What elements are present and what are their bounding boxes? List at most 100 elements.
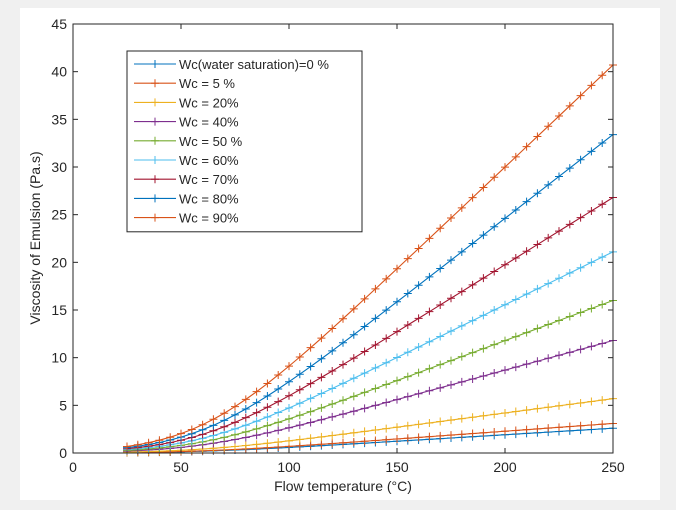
legend-item: Wc = 90% [134,211,239,226]
data-point-marker [436,431,445,440]
data-point-marker [371,340,380,349]
data-point-marker [587,258,596,267]
data-point-marker [263,379,272,388]
data-point-marker [425,234,434,243]
data-point-marker [511,426,520,435]
data-point-marker [587,342,596,351]
data-point-marker [317,403,326,412]
data-point-marker [263,412,272,421]
data-point-marker [371,314,380,323]
data-point-marker [468,280,477,289]
series-line [126,64,614,448]
series-line [126,398,614,453]
data-point-marker [533,324,542,333]
data-point-marker [339,338,347,347]
data-point-marker [295,435,304,444]
series-4 [123,336,617,456]
data-point-marker [382,306,391,315]
data-point-marker [166,433,175,442]
data-point-marker [533,132,542,141]
data-point-marker [231,402,239,411]
data-point-marker [177,429,185,438]
data-point-marker [274,397,283,406]
data-point-marker [544,233,553,242]
data-point-marker [252,424,261,433]
data-point-marker [457,203,466,212]
data-point-marker [274,426,283,435]
axes: 0 50 100 150 200 250 0 5 10 15 20 25 30 35 40 45 [51,16,624,475]
data-point-marker [436,383,445,392]
data-point-marker [501,260,509,269]
data-point-marker [576,91,585,100]
data-point-marker [241,404,250,413]
data-point-marker [360,427,369,436]
data-point-marker [436,224,445,233]
x-tick-label: 150 [385,459,409,475]
data-point-marker [587,421,596,429]
y-tick-label: 35 [51,111,67,127]
data-point-marker [403,434,412,443]
data-point-marker [457,247,466,256]
series-line [126,134,614,449]
data-point-marker [339,430,347,439]
data-point-marker [393,297,401,306]
data-point-marker [285,362,293,371]
data-point-marker [555,172,563,181]
data-point-marker [490,222,499,231]
data-point-marker [349,354,358,363]
data-point-marker [447,431,455,440]
data-point-marker [565,348,574,357]
data-point-marker [501,163,509,172]
data-point-marker [522,197,531,206]
data-point-marker [414,281,423,290]
legend-item: Wc = 5 % [134,76,235,91]
series-line [126,422,614,454]
legend-marker [151,117,159,126]
data-point-marker [447,256,455,265]
data-point-marker [328,324,337,333]
data-point-marker [501,214,509,223]
data-point-marker [447,380,455,389]
data-point-marker [436,264,445,273]
data-point-marker [252,398,261,407]
x-axis-label: Flow temperature (°C) [274,478,412,494]
data-point-marker [587,206,596,215]
data-point-marker [328,431,337,440]
data-point-marker [522,142,531,151]
data-point-marker [598,138,607,147]
data-point-marker [425,432,434,441]
data-point-marker [306,418,315,427]
data-point-marker [598,200,607,209]
data-point-marker [393,327,401,336]
data-point-marker [501,366,509,375]
data-point-marker [403,348,412,357]
y-tick-label: 25 [51,207,67,223]
data-point-marker [317,440,326,449]
data-point-marker [317,432,326,441]
legend-label: Wc = 5 % [179,76,235,91]
data-point-marker [511,254,520,262]
data-point-marker [501,336,509,345]
series-layer [123,60,617,457]
legend: Wc(water saturation)=0 % Wc = 5 % Wc = 20%… [126,50,363,233]
data-point-marker [479,183,488,192]
data-point-marker [349,438,358,447]
data-point-marker [403,421,412,430]
data-point-marker [511,407,520,416]
data-point-marker [501,300,509,309]
data-point-marker [231,418,239,427]
data-point-marker [274,384,283,393]
data-point-marker [382,274,391,283]
data-point-marker [285,414,293,423]
data-point-marker [501,427,509,436]
y-tick-label: 0 [59,445,67,461]
data-point-marker [565,400,574,409]
data-point-marker [263,403,272,412]
data-point-marker [533,284,542,293]
data-point-marker [231,442,239,451]
data-point-marker [555,351,563,360]
data-point-marker [317,334,326,343]
data-point-marker [533,189,542,198]
data-point-marker [544,279,553,288]
data-point-marker [522,290,531,299]
